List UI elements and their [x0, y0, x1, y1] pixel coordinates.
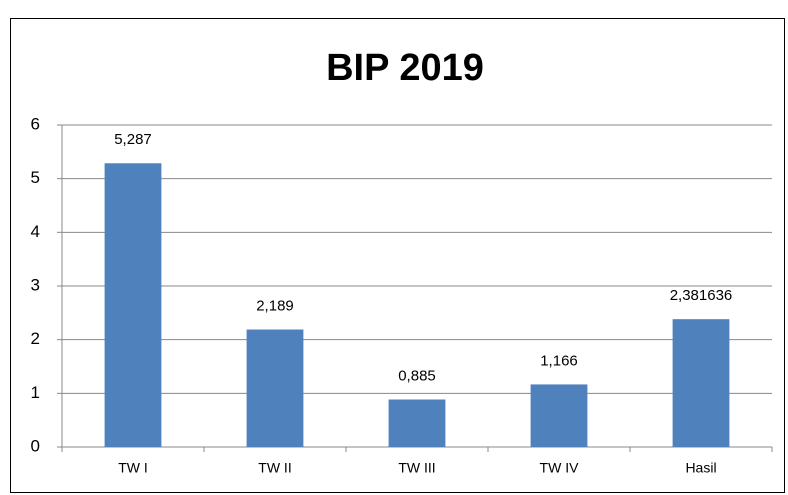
value-label: 1,166 — [540, 352, 578, 369]
y-tick-label: 4 — [31, 222, 40, 241]
value-label: 2,381636 — [670, 287, 733, 304]
y-tick-label: 3 — [31, 275, 40, 294]
x-tick-label: TW IV — [540, 460, 580, 476]
y-tick-label: 6 — [31, 114, 40, 133]
x-tick-label: TW III — [398, 460, 435, 476]
bar — [672, 319, 730, 447]
value-label: 2,189 — [256, 297, 294, 314]
bar — [104, 163, 162, 447]
y-tick-label: 0 — [31, 436, 40, 455]
x-tick-label: TW II — [258, 460, 291, 476]
chart-title: BIP 2019 — [326, 47, 484, 89]
value-label: 0,885 — [398, 367, 436, 384]
bar — [530, 384, 588, 447]
x-tick-label: TW I — [118, 460, 148, 476]
x-tick-label: Hasil — [685, 460, 716, 476]
y-tick-label: 5 — [31, 168, 40, 187]
bar — [388, 399, 446, 447]
value-label: 5,287 — [114, 131, 152, 148]
y-tick-label: 1 — [31, 383, 40, 402]
bar — [246, 329, 304, 447]
y-tick-label: 2 — [31, 329, 40, 348]
